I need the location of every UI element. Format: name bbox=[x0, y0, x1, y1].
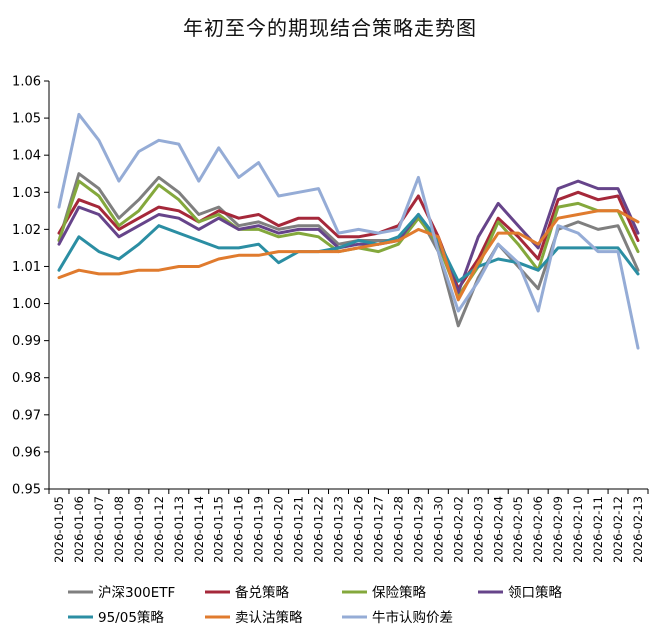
legend-label-6: 卖认沽策略 bbox=[235, 609, 303, 626]
y-tick-label: 1.05 bbox=[12, 112, 41, 127]
x-tick-label: 2026-01-20 bbox=[272, 496, 286, 563]
x-tick-label: 2026-01-22 bbox=[312, 496, 326, 563]
series-line-6 bbox=[57, 209, 640, 302]
x-tick-label: 2026-02-06 bbox=[531, 496, 545, 563]
series-layer bbox=[57, 112, 640, 350]
x-tick-label: 2026-01-19 bbox=[252, 496, 266, 563]
chart-title: 年初至今的期现结合策略走势图 bbox=[183, 16, 477, 40]
y-tick-label: 0.95 bbox=[12, 483, 41, 498]
y-tick-label: 0.99 bbox=[12, 334, 41, 349]
y-tick-label: 1.04 bbox=[12, 149, 41, 164]
x-tick-label: 2026-02-11 bbox=[591, 496, 605, 563]
y-tick-label: 1.00 bbox=[12, 297, 41, 312]
legend-label-3: 保险策略 bbox=[372, 584, 426, 601]
y-tick-label: 1.01 bbox=[12, 260, 41, 275]
x-tick-label: 2026-02-02 bbox=[451, 496, 465, 563]
legend-label-1: 沪深300ETF bbox=[98, 585, 175, 601]
legend-label-7: 牛市认购价差 bbox=[372, 609, 453, 626]
legend-label-4: 领口策略 bbox=[508, 584, 562, 601]
x-tick-label: 2026-01-14 bbox=[192, 496, 206, 563]
x-tick-label: 2026-02-04 bbox=[491, 496, 505, 563]
x-tick-label: 2026-01-21 bbox=[292, 496, 306, 563]
x-tick-label: 2026-01-30 bbox=[431, 496, 445, 563]
chart-axes: 0.95 0.96 0.97 0.98 0.99 1.00 1.01 1.02 1.03 1.04… bbox=[12, 75, 649, 563]
x-tick-label: 2026-02-03 bbox=[471, 496, 485, 563]
x-tick-label: 2026-01-09 bbox=[132, 496, 146, 563]
x-tick-label: 2026-01-15 bbox=[212, 496, 226, 563]
x-tick-label: 2026-01-27 bbox=[371, 496, 385, 563]
x-tick-label: 2026-01-28 bbox=[391, 496, 405, 563]
series-line-5 bbox=[57, 213, 640, 283]
x-tick-label: 2026-02-10 bbox=[571, 496, 585, 563]
legend: 沪深300ETF 备兑策略 保险策略 领口策略 95/05策略 卖认沽策略 牛市认购价差 bbox=[68, 584, 562, 626]
x-tick-label: 2026-02-12 bbox=[611, 496, 625, 563]
y-tick-label: 0.96 bbox=[12, 445, 41, 460]
x-tick-label: 2026-01-29 bbox=[411, 496, 425, 563]
x-tick-label: 2026-01-12 bbox=[152, 496, 166, 563]
x-tick-label: 2026-02-09 bbox=[551, 496, 565, 563]
y-tick-label: 0.98 bbox=[12, 371, 41, 386]
y-tick-label: 0.97 bbox=[12, 408, 41, 423]
y-tick-label: 1.03 bbox=[12, 186, 41, 201]
y-tick-label: 1.06 bbox=[12, 75, 41, 90]
x-tick-label: 2026-01-07 bbox=[92, 496, 106, 563]
x-tick-label: 2026-02-05 bbox=[511, 496, 525, 563]
x-tick-label: 2026-01-16 bbox=[232, 496, 246, 563]
series-line-1 bbox=[57, 172, 640, 328]
x-tick-label: 2026-01-05 bbox=[52, 496, 66, 563]
x-tick-label: 2026-01-26 bbox=[351, 496, 365, 563]
legend-label-2: 备兑策略 bbox=[235, 584, 289, 601]
series-line-7 bbox=[57, 112, 640, 350]
legend-label-5: 95/05策略 bbox=[98, 609, 164, 626]
x-tick-label: 2026-02-13 bbox=[631, 496, 645, 563]
x-tick-label: 2026-01-13 bbox=[172, 496, 186, 563]
y-tick-label: 1.02 bbox=[12, 223, 41, 238]
series-line-2 bbox=[57, 190, 640, 291]
x-tick-label: 2026-01-23 bbox=[332, 496, 346, 563]
x-tick-label: 2026-01-08 bbox=[112, 496, 126, 563]
x-tick-label: 2026-01-06 bbox=[72, 496, 86, 563]
